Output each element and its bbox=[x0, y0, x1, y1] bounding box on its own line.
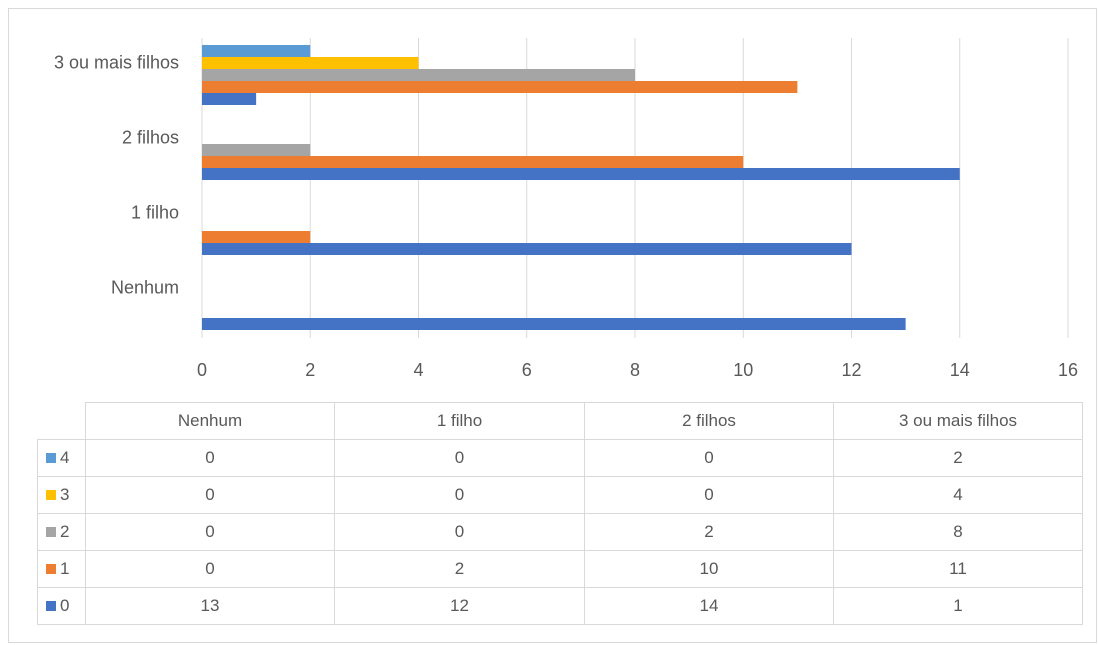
table-row-series-3: 3 0 0 0 4 bbox=[37, 476, 1083, 514]
table-cell: 10 bbox=[584, 550, 834, 588]
table-cell: 4 bbox=[833, 476, 1083, 514]
x-tick-label: 14 bbox=[950, 360, 970, 380]
table-cell: 0 bbox=[584, 439, 834, 477]
category-label: Nenhum bbox=[111, 278, 179, 298]
x-tick-label: 12 bbox=[841, 360, 861, 380]
table-cell: 0 bbox=[334, 476, 585, 514]
table-corner-cell bbox=[37, 402, 86, 440]
table-cell: 13 bbox=[85, 587, 335, 625]
legend-swatch bbox=[46, 563, 56, 574]
legend-swatch bbox=[46, 526, 56, 537]
x-tick-label: 16 bbox=[1058, 360, 1078, 380]
x-tick-label: 8 bbox=[630, 360, 640, 380]
table-cell: 0 bbox=[85, 476, 335, 514]
table-row-series-1: 1 0 2 10 11 bbox=[37, 550, 1083, 588]
bar-chart: Nenhum 1 filho 2 filhos 3 ou mais filhos 0 2… bbox=[54, 38, 1078, 380]
legend-label: 4 bbox=[60, 448, 70, 467]
table-cell: 0 bbox=[85, 513, 335, 551]
table-cell: 12 bbox=[334, 587, 585, 625]
bar-1-1 bbox=[202, 231, 311, 243]
legend-swatch bbox=[46, 489, 56, 500]
legend-label: 2 bbox=[60, 522, 70, 541]
table-row-series-2: 2 0 0 2 8 bbox=[37, 513, 1083, 551]
x-tick-label: 2 bbox=[305, 360, 315, 380]
table-cell: 0 bbox=[584, 476, 834, 514]
table-cell: 2 bbox=[833, 439, 1083, 477]
category-label: 1 filho bbox=[131, 203, 179, 223]
table-column-header: Nenhum bbox=[85, 402, 335, 440]
table-cell: 0 bbox=[334, 439, 585, 477]
bar-4-3 bbox=[202, 45, 311, 57]
bar-3-3 bbox=[202, 57, 419, 69]
legend-swatch bbox=[46, 600, 56, 611]
data-table: Nenhum 1 filho 2 filhos 3 ou mais filhos… bbox=[37, 402, 1083, 625]
legend-entry: 4 bbox=[37, 439, 86, 477]
table-cell: 2 bbox=[334, 550, 585, 588]
bar-0-3 bbox=[202, 93, 257, 105]
bar-2-2 bbox=[202, 144, 311, 156]
bar-0-2 bbox=[202, 168, 960, 180]
legend-label: 1 bbox=[60, 559, 70, 578]
table-row-series-4: 4 0 0 0 2 bbox=[37, 439, 1083, 477]
legend-label: 3 bbox=[60, 485, 70, 504]
legend-entry: 0 bbox=[37, 587, 86, 625]
table-cell: 0 bbox=[334, 513, 585, 551]
bar-1-3 bbox=[202, 81, 798, 93]
x-tick-label: 4 bbox=[413, 360, 423, 380]
x-tick-label: 6 bbox=[522, 360, 532, 380]
table-column-header: 1 filho bbox=[334, 402, 585, 440]
table-cell: 11 bbox=[833, 550, 1083, 588]
table-cell: 2 bbox=[584, 513, 834, 551]
category-labels: Nenhum 1 filho 2 filhos 3 ou mais filhos bbox=[54, 53, 179, 298]
legend-swatch bbox=[46, 452, 56, 463]
table-cell: 1 bbox=[833, 587, 1083, 625]
category-label: 2 filhos bbox=[122, 128, 179, 148]
legend-label: 0 bbox=[60, 596, 70, 615]
table-cell: 0 bbox=[85, 550, 335, 588]
bar-1-2 bbox=[202, 156, 744, 168]
x-tick-label: 0 bbox=[197, 360, 207, 380]
bar-0-1 bbox=[202, 243, 852, 255]
bar-0-0 bbox=[202, 318, 906, 330]
table-cell: 8 bbox=[833, 513, 1083, 551]
table-header-row: Nenhum 1 filho 2 filhos 3 ou mais filhos bbox=[37, 402, 1083, 440]
table-column-header: 3 ou mais filhos bbox=[833, 402, 1083, 440]
bar-2-3 bbox=[202, 69, 635, 81]
legend-entry: 3 bbox=[37, 476, 86, 514]
chart-frame bbox=[8, 8, 1097, 643]
legend-entry: 2 bbox=[37, 513, 86, 551]
bars bbox=[202, 45, 960, 330]
legend-entry: 1 bbox=[37, 550, 86, 588]
table-row-series-0: 0 13 12 14 1 bbox=[37, 587, 1083, 625]
category-label: 3 ou mais filhos bbox=[54, 53, 179, 73]
x-axis-ticks: 0 2 4 6 8 10 12 14 16 bbox=[197, 360, 1078, 380]
x-tick-label: 10 bbox=[733, 360, 753, 380]
table-column-header: 2 filhos bbox=[584, 402, 834, 440]
table-cell: 0 bbox=[85, 439, 335, 477]
table-cell: 14 bbox=[584, 587, 834, 625]
